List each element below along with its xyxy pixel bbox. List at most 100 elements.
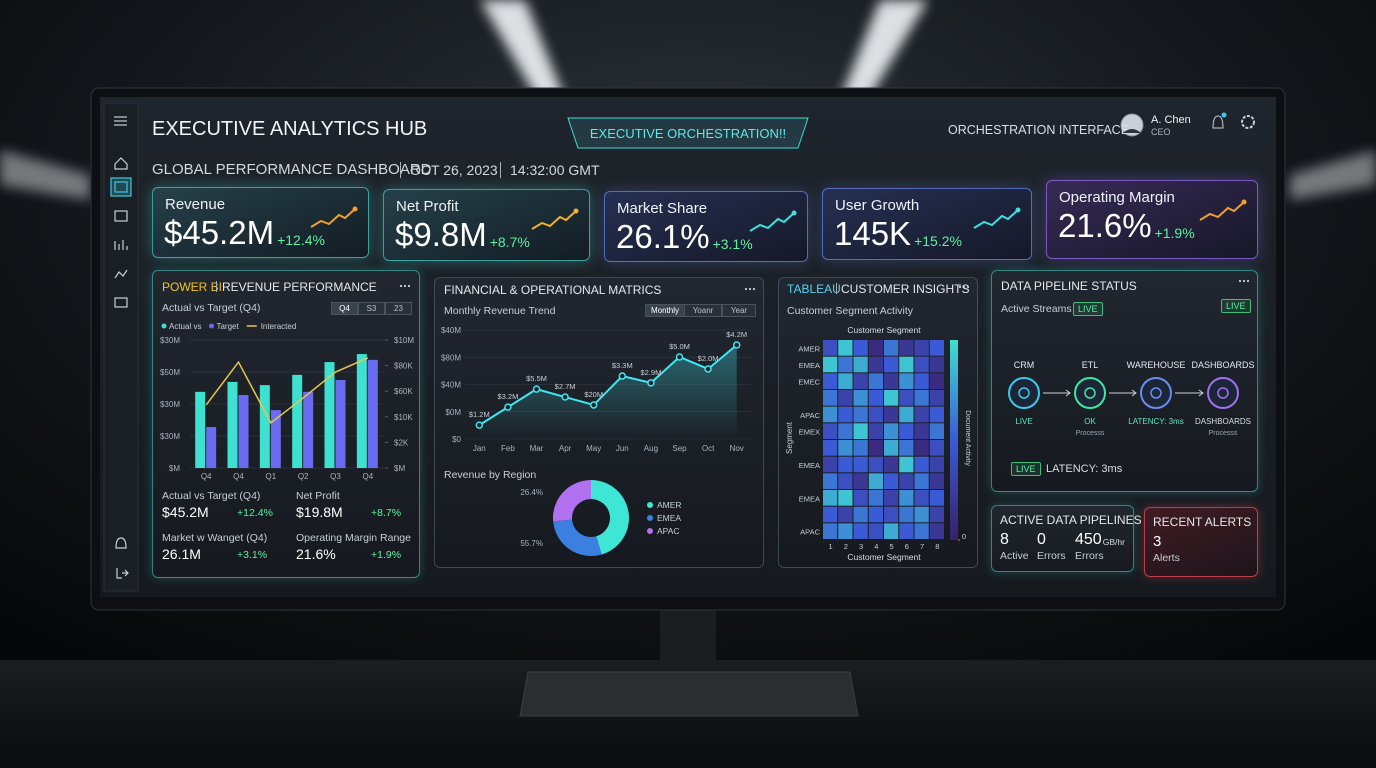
kpi-change: +8.7% (489, 234, 530, 250)
panel-subtitle: Customer Segment Activity (787, 305, 914, 317)
dashboard-glyph (114, 181, 128, 193)
banner-frame (567, 117, 809, 149)
panel-title: DATA PIPELINE STATUS (1001, 279, 1137, 293)
settings-icon[interactable] (1241, 115, 1255, 129)
kpi-value: $9.8M (395, 216, 487, 253)
polygon (0, 150, 90, 200)
kpi-card: Net Profit $9.8M +8.7% (383, 189, 590, 261)
metric-label: Net Profit (296, 490, 340, 502)
tab[interactable]: Year (722, 304, 756, 317)
panel-brand: POWER BI (162, 280, 223, 294)
polygon (1290, 150, 1376, 200)
kpi-change: +15.2% (914, 233, 962, 249)
stat-unit: GB/hr (1102, 537, 1125, 547)
stat-value: 8 (1000, 531, 1009, 548)
active-pipelines-panel (991, 505, 1134, 572)
metric-change: +8.7% (371, 507, 402, 519)
tab[interactable]: S3 (358, 302, 385, 315)
app-title: EXECUTIVE ANALYTICS HUB (152, 118, 428, 140)
kpi-card: Revenue $45.2M +12.4% (152, 187, 369, 258)
panel-title: FINANCIAL & OPERATIONAL MATRICS (444, 283, 662, 297)
financial-panel (434, 277, 764, 568)
alerts-label: Alerts (1153, 552, 1180, 564)
polygon (480, 0, 565, 100)
separator (836, 283, 837, 294)
kpi-label: Operating Margin (1059, 189, 1175, 206)
stat-value: 450 (1075, 531, 1102, 548)
kpi-card: Market Share 26.1% +3.1% (604, 191, 808, 262)
alerts-icon[interactable] (115, 537, 127, 549)
g (110, 116, 132, 579)
live-badge: LIVE (1011, 462, 1041, 476)
reports-icon[interactable] (114, 210, 128, 222)
separator (500, 162, 501, 178)
panel-title: CUSTOMER INSIGHTS (841, 282, 970, 296)
live-badge: LIVE (1221, 299, 1251, 313)
kpi-label: Net Profit (396, 198, 459, 215)
panel-title: REVENUE PERFORMANCE (222, 280, 377, 294)
stat-value: 0 (1037, 531, 1046, 548)
separator (216, 281, 217, 292)
avatar-body (1123, 129, 1141, 133)
kpi-card: Operating Margin 21.6% +1.9% (1046, 180, 1258, 259)
user-name: A. Chen (1151, 114, 1191, 126)
metric-value: $19.8M (296, 504, 343, 520)
sidebar (103, 102, 139, 592)
dashboard-time: 14:32:00 GMT (510, 162, 600, 178)
dashboard-date: OCT 26, 2023 (410, 162, 498, 178)
alerts-count: 3 (1153, 533, 1162, 550)
stat-label: Errors (1037, 550, 1066, 562)
tableau-panel (778, 277, 978, 568)
interface-label: ORCHESTRATION INTERFACE (948, 123, 1130, 137)
stat-label: Errors (1075, 550, 1104, 562)
streams-label: Active Streams (1001, 303, 1072, 315)
notification-dot (1221, 112, 1227, 118)
panel-brand: TABLEAU (787, 282, 841, 296)
panel-title: ACTIVE DATA PIPELINES (1000, 513, 1142, 527)
kpi-label: Market Share (617, 200, 708, 217)
kpi-label: Revenue (165, 196, 226, 213)
panel-title: RECENT ALERTS (1153, 515, 1252, 529)
panel-subtitle: Monthly Revenue Trend (444, 305, 556, 317)
kpi-value: $45.2M (164, 214, 275, 251)
tab[interactable]: Q4 (331, 302, 358, 315)
tab[interactable]: 23 (385, 302, 412, 315)
banner: EXECUTIVE ORCHESTRATION!! (589, 126, 787, 141)
monitor-base (519, 671, 859, 717)
latency: LATENCY: 3ms (1046, 463, 1123, 475)
screen-icon[interactable] (114, 297, 128, 308)
tab[interactable]: Monthly (645, 304, 685, 317)
stat-label: Active (1000, 550, 1029, 562)
metric-value: 21.6% (296, 546, 336, 562)
metric-value: $45.2M (162, 504, 209, 520)
kpi-value: 26.1% (616, 218, 710, 255)
menu-icon[interactable] (114, 116, 127, 126)
kpi-label: User Growth (835, 197, 920, 214)
tab[interactable]: Yoanr (684, 304, 722, 317)
kpi-change: +12.4% (277, 232, 325, 248)
kpi-card: User Growth 145K +15.2% (822, 188, 1032, 260)
bell-icon[interactable] (1212, 115, 1224, 129)
kpi-value: 145K (834, 215, 912, 252)
live-badge: LIVE (1073, 302, 1103, 316)
home-icon[interactable] (114, 157, 128, 170)
alerts-panel (1144, 507, 1258, 577)
user-role: CEO (1151, 127, 1171, 137)
panel-subtitle: Revenue by Region (444, 469, 537, 481)
dashboard-name: GLOBAL PERFORMANCE DASHBOARD (152, 161, 432, 178)
kpi-change: +1.9% (1154, 225, 1195, 241)
metric-change: +12.4% (237, 507, 273, 519)
pipeline-icon[interactable] (114, 269, 128, 279)
logout-icon[interactable] (116, 568, 129, 579)
metric-label: Market w Wanget (Q4) (162, 532, 268, 544)
dashboard-icon[interactable] (110, 177, 132, 197)
panel-subtitle: Actual vs Target (Q4) (162, 302, 261, 314)
metric-label: Operating Margin Range (296, 532, 411, 544)
metric-change: +3.1% (237, 549, 268, 561)
metric-value: 26.1M (162, 546, 201, 562)
ceiling-lights (0, 0, 1376, 200)
chart-icon[interactable] (114, 240, 128, 250)
metric-change: +1.9% (371, 549, 402, 561)
kpi-value: 21.6% (1058, 207, 1152, 244)
